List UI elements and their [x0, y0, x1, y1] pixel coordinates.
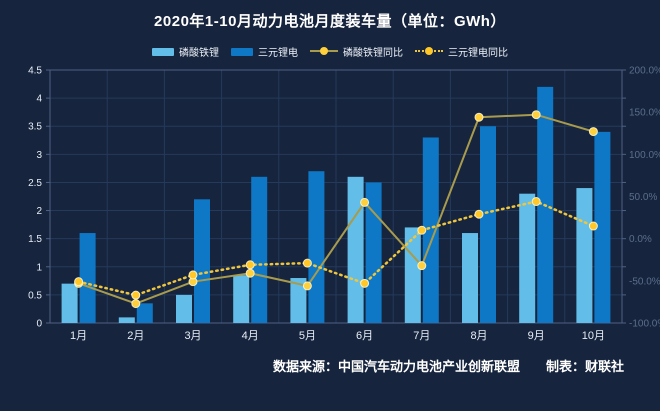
- legend-swatch-lfp-yoy: [310, 47, 338, 56]
- marker-lfp-yoy-8月[interactable]: [474, 112, 484, 122]
- legend-label: 磷酸铁锂同比: [343, 48, 403, 59]
- left-axis-tick-label: 2: [36, 206, 42, 217]
- x-axis-label-4月: 4月: [242, 330, 259, 342]
- legend-swatch-ncm-yoy: [415, 47, 443, 56]
- marker-lfp-yoy-2月[interactable]: [131, 299, 141, 309]
- marker-ncm-yoy-9月[interactable]: [531, 197, 541, 207]
- marker-ncm-yoy-6月[interactable]: [360, 278, 370, 288]
- left-axis-tick-label: 2.5: [28, 178, 42, 189]
- bar-lfp-8月[interactable]: [462, 233, 478, 323]
- chart-title: 2020年1-10月动力电池月度装车量（单位：GWh）: [154, 13, 506, 30]
- marker-lfp-yoy-4月[interactable]: [245, 268, 255, 278]
- bar-lfp-4月[interactable]: [233, 275, 250, 323]
- bar-ncm-8月[interactable]: [480, 126, 496, 323]
- marker-ncm-yoy-8月[interactable]: [474, 209, 484, 219]
- bar-lfp-10月[interactable]: [576, 188, 593, 323]
- x-axis-label-1月: 1月: [70, 330, 87, 342]
- x-axis-label-10月: 10月: [582, 330, 605, 342]
- legend-label: 三元锂电同比: [448, 48, 508, 59]
- marker-ncm-yoy-4月[interactable]: [245, 260, 255, 270]
- left-axis-tick-label: 3: [36, 150, 42, 161]
- bar-lfp-7月[interactable]: [404, 227, 421, 323]
- marker-lfp-yoy-7月[interactable]: [417, 261, 427, 271]
- right-axis-tick-label: 50.0%: [629, 192, 657, 203]
- x-axis-label-9月: 9月: [528, 330, 545, 342]
- marker-ncm-yoy-5月[interactable]: [302, 258, 312, 268]
- bar-lfp-1月[interactable]: [61, 283, 78, 323]
- left-axis-tick-label: 4: [36, 94, 42, 105]
- legend-item-lfp-yoy[interactable]: 磷酸铁锂同比: [310, 44, 403, 59]
- marker-ncm-yoy-7月[interactable]: [417, 225, 427, 235]
- x-axis-label-7月: 7月: [413, 330, 430, 342]
- bar-lfp-9月[interactable]: [519, 193, 536, 323]
- x-axis-label-5月: 5月: [299, 330, 316, 342]
- bar-ncm-5月[interactable]: [308, 171, 325, 323]
- data-source-label: 数据来源：中国汽车动力电池产业创新联盟: [272, 359, 520, 374]
- bar-lfp-3月[interactable]: [176, 294, 192, 323]
- right-axis-tick-label: 100.0%: [629, 150, 660, 161]
- x-axis-label-2月: 2月: [127, 330, 144, 342]
- right-axis-tick-label: 200.0%: [629, 66, 660, 77]
- left-axis-tick-label: 1.5: [28, 234, 42, 245]
- marker-lfp-yoy-6月[interactable]: [360, 197, 370, 207]
- left-axis-tick-label: 0.5: [28, 290, 42, 301]
- legend-item-ncm-yoy[interactable]: 三元锂电同比: [415, 44, 508, 59]
- right-axis-tick-label: -50.0%: [629, 276, 660, 287]
- chart-area: 0 0.5 1 1.5 2 2.5 3 3.5 4 4.5 -100.0% -50.0% 0.0% 50.…: [0, 58, 660, 343]
- combo-chart: 0 0.5 1 1.5 2 2.5 3 3.5 4 4.5 -100.0% -50.0% 0.0% 50.…: [28, 66, 660, 343]
- right-axis-tick-label: 0.0%: [629, 234, 652, 245]
- marker-lfp-yoy-10月[interactable]: [588, 127, 598, 137]
- x-axis-label-6月: 6月: [356, 330, 373, 342]
- right-axis-tick-label: 150.0%: [629, 108, 660, 119]
- left-axis-tick-label: 3.5: [28, 122, 42, 133]
- x-axis-label-8月: 8月: [470, 330, 487, 342]
- marker-ncm-yoy-10月[interactable]: [588, 221, 598, 231]
- marker-ncm-yoy-3月[interactable]: [188, 270, 198, 280]
- legend-item-lfp[interactable]: 磷酸铁锂: [152, 44, 219, 59]
- legend: 磷酸铁锂 三元锂电 磷酸铁锂同比 三元锂电同比: [0, 44, 660, 59]
- footer: 数据来源：中国汽车动力电池产业创新联盟 制表：财联社: [0, 356, 624, 375]
- legend-swatch-ncm: [231, 47, 253, 56]
- table-maker-label: 制表：财联社: [545, 359, 624, 374]
- bar-ncm-2月[interactable]: [136, 303, 153, 323]
- bar-lfp-6月[interactable]: [347, 176, 364, 323]
- legend-swatch-lfp: [152, 47, 174, 56]
- marker-ncm-yoy-1月[interactable]: [74, 277, 84, 287]
- bar-ncm-4月[interactable]: [251, 176, 268, 323]
- right-axis-tick-label: -100.0%: [629, 319, 660, 330]
- bar-lfp-5月[interactable]: [290, 278, 307, 323]
- marker-lfp-yoy-9月[interactable]: [531, 110, 541, 120]
- bar-lfp-2月[interactable]: [118, 317, 135, 323]
- bar-ncm-3月[interactable]: [194, 199, 210, 323]
- left-axis-tick-label: 0: [36, 319, 42, 330]
- line-lfp-yoy: [78, 113, 594, 305]
- bar-ncm-7月[interactable]: [422, 137, 439, 323]
- marker-lfp-yoy-5月[interactable]: [302, 281, 312, 291]
- marker-ncm-yoy-2月[interactable]: [131, 290, 141, 300]
- x-axis-label-3月: 3月: [184, 330, 201, 342]
- line-ncm-yoy: [77, 200, 595, 297]
- left-axis-tick-label: 4.5: [28, 66, 42, 77]
- bar-ncm-10月[interactable]: [594, 131, 611, 323]
- bar-ncm-1月[interactable]: [79, 233, 96, 323]
- legend-label: 三元锂电: [258, 48, 298, 59]
- legend-label: 磷酸铁锂: [179, 48, 219, 59]
- left-axis-tick-label: 1: [36, 262, 42, 273]
- legend-item-ncm[interactable]: 三元锂电: [231, 44, 298, 59]
- plot-border: [49, 69, 623, 324]
